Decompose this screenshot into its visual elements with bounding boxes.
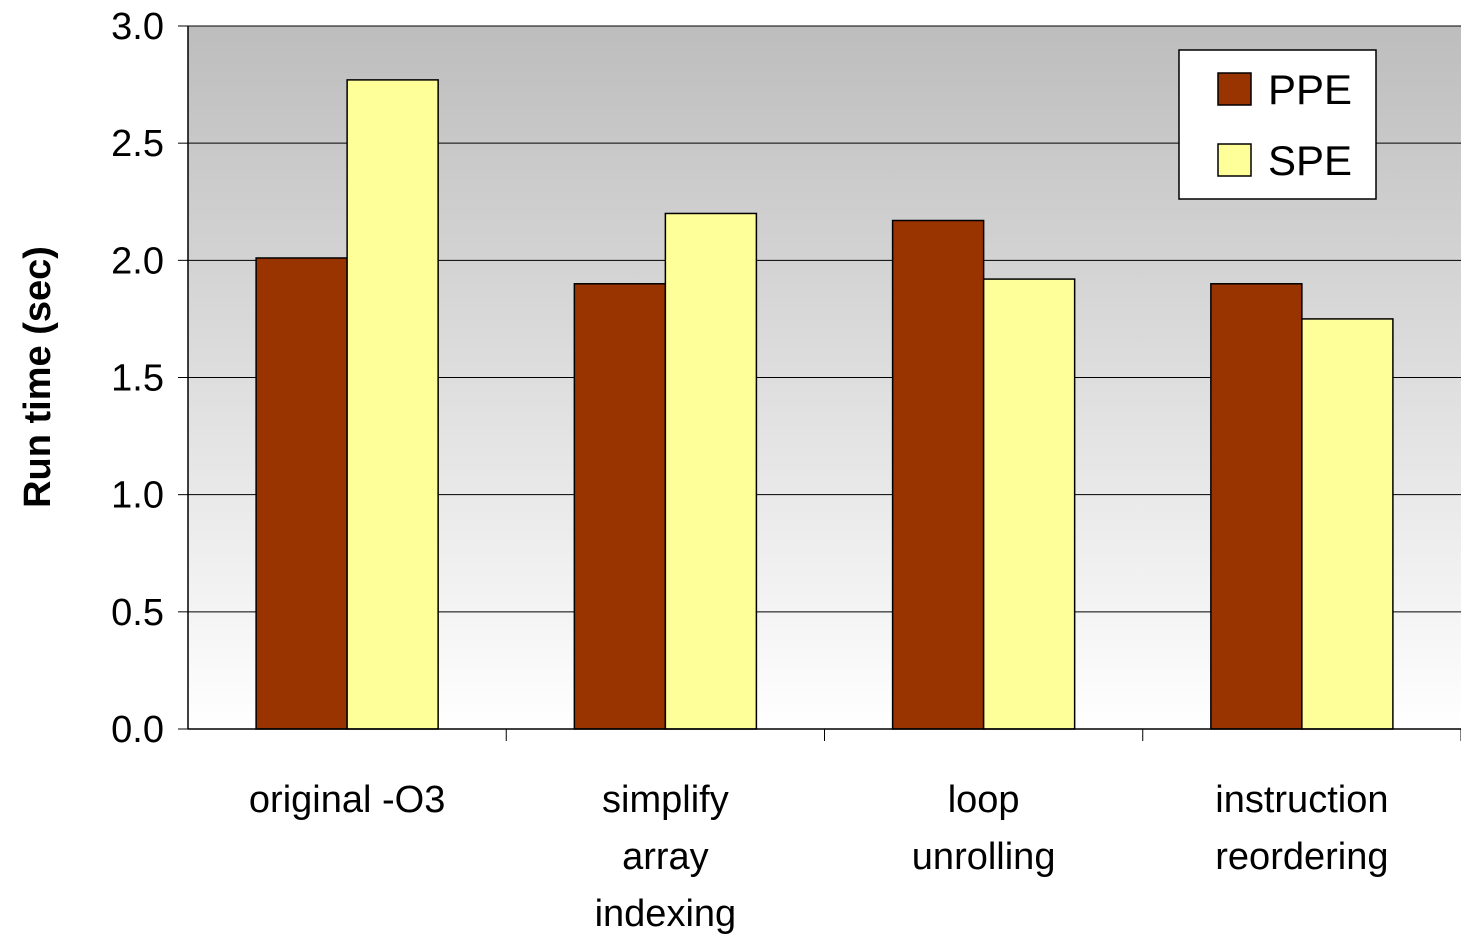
category-label-line: array [622,836,709,878]
bar-ppe-2 [891,219,985,730]
bar-spe-1 [664,212,758,730]
y-tick-label: 1.0 [111,475,164,517]
axes [178,25,1461,741]
category-label-line: indexing [595,893,737,935]
category-label-line: reordering [1215,836,1388,878]
category-labels: original -O3 simplify array indexing loop unr… [249,779,1389,935]
bar-ppe-3 [1210,283,1303,730]
category-label-line: original -O3 [249,779,445,821]
y-tick-label: 2.0 [111,240,164,282]
bars [255,79,1394,730]
category-label: instruction reordering [1215,779,1388,878]
category-label: simplify array indexing [595,779,737,935]
bar-spe-0 [346,79,439,730]
legend-label-spe: SPE [1268,137,1352,184]
category-label-line: simplify [602,779,729,821]
category-label: original -O3 [249,779,445,821]
bar-spe-3 [1301,318,1394,730]
legend-swatch-ppe [1217,72,1252,106]
y-tick-labels: 0.0 0.5 1.0 1.5 2.0 2.5 3.0 [111,6,164,751]
legend: PPE SPE [1178,49,1377,200]
category-label-line: instruction [1215,779,1388,821]
y-tick-label: 3.0 [111,6,164,48]
y-tick-label: 0.0 [111,709,164,751]
category-label: loop unrolling [912,779,1056,878]
y-tick-label: 1.5 [111,358,164,400]
legend-swatch-spe [1217,143,1252,177]
bar-ppe-0 [255,257,348,730]
bar-spe-2 [982,278,1076,730]
y-tick-label: 2.5 [111,123,164,165]
category-label-line: loop [948,779,1020,821]
category-label-line: unrolling [912,836,1056,878]
y-axis-label: Run time (sec) [17,246,59,508]
y-tick-label: 0.5 [111,592,164,634]
legend-label-ppe: PPE [1268,66,1352,113]
bar-ppe-1 [573,283,667,730]
legend-box [1178,49,1377,200]
